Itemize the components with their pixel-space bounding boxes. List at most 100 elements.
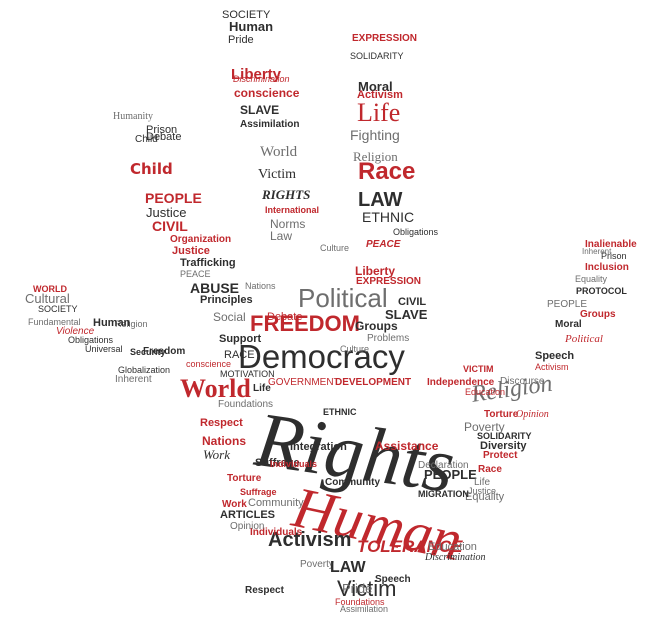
word-poverty: Poverty <box>300 559 334 570</box>
word-culture: Culture <box>320 243 350 253</box>
word-fighting: Fighting <box>350 127 400 143</box>
word-respect: Respect <box>200 417 243 429</box>
word-opinion: Opinion <box>230 521 265 532</box>
word-poverty: Poverty <box>464 420 505 434</box>
word-international: International <box>265 205 320 215</box>
word-peace: PEACE <box>366 239 401 250</box>
word-civil: CIVIL <box>398 296 427 308</box>
word-declaration: Declaration <box>418 460 469 471</box>
word-education: Education <box>465 387 506 397</box>
word-expression: EXPRESSION <box>356 276 422 287</box>
word-assistance: Assistance <box>375 439 439 453</box>
word-society: SOCIETY <box>222 9 271 21</box>
word-assimilation: Assimilation <box>240 119 300 130</box>
word-obligations: Obligations <box>68 335 114 345</box>
word-torture: Torture <box>227 473 262 484</box>
word-respect: Respect <box>245 585 284 596</box>
word-conscience: conscience <box>186 359 232 369</box>
word-independence: Independence <box>427 377 495 388</box>
word-community: Community <box>248 497 304 509</box>
word-people: PEOPLE <box>547 299 588 310</box>
word-individuals: Individuals <box>270 459 318 469</box>
word-justice: Justice <box>172 245 210 257</box>
word-humanity: Humanity <box>113 111 153 122</box>
word-liberty: Liberty <box>231 66 282 83</box>
word-development: DEVELOPMENT <box>335 377 412 388</box>
word-people: PEOPLE <box>424 467 477 482</box>
word-suffrage: Suffrage <box>240 487 277 497</box>
word-law: LAW <box>330 559 366 576</box>
word-government: GOVERNMENT <box>268 377 340 388</box>
word-society: SOCIETY <box>38 304 78 314</box>
word-justice: Justice <box>468 486 497 496</box>
word-child: Child <box>130 160 173 178</box>
word-prison: Prison <box>601 251 627 261</box>
word-slave: SLAVE <box>240 103 280 117</box>
word-education: Education <box>428 541 477 553</box>
word-prison: Prison <box>146 124 178 136</box>
word-individuals: Individuals <box>250 527 303 538</box>
word-peace: PEACE <box>180 269 211 279</box>
word-opinion: Opinion <box>516 409 549 420</box>
word-life: Life <box>357 98 401 127</box>
word-race: Race <box>478 464 502 475</box>
word-world: World <box>180 374 251 403</box>
word-solidarity: SOLIDARITY <box>350 51 404 61</box>
word-groups: Groups <box>355 319 398 333</box>
word-community: Community <box>325 477 380 488</box>
word-culture: Culture <box>340 344 370 354</box>
word-inherent: Inherent <box>582 247 612 256</box>
word-assimilation: Assimilation <box>340 604 389 614</box>
word-human: Human <box>93 317 131 329</box>
word-political: Political <box>298 283 388 313</box>
word-problems: Problems <box>367 333 410 344</box>
word-victim-caps: VICTIM <box>463 364 494 374</box>
word-solidarity: SOLIDARITY <box>477 431 532 441</box>
word-integration: Integration <box>290 441 347 453</box>
word-race-caps: RACE <box>224 349 255 361</box>
word-foundations: Foundations <box>335 597 385 607</box>
word-moral: Moral <box>358 79 393 94</box>
word-protect: Protect <box>483 450 518 461</box>
word-life: Life <box>474 477 491 488</box>
word-social: Social <box>213 310 246 324</box>
word-diversity: Diversity <box>480 440 527 452</box>
word-debate: Debate <box>146 131 182 143</box>
word-organization: Organization <box>170 234 232 245</box>
word-equality: Equality <box>465 491 505 503</box>
word-discrimination: Discrimination <box>233 74 290 84</box>
word-law: LAW <box>358 189 403 211</box>
word-norms: Norms <box>270 217 306 231</box>
word-articles: ARTICLES <box>220 509 275 521</box>
word-motivation: MOTIVATION <box>220 369 275 379</box>
word-religion: Religion <box>115 319 148 329</box>
word-migration: MIGRATION <box>418 489 469 499</box>
word-rights-small: RIGHTS <box>262 187 311 202</box>
word-abuse: ABUSE <box>190 280 240 296</box>
word-life: Life <box>253 383 271 394</box>
word-cultural: Cultural <box>25 291 70 306</box>
word-slave: SLAVE <box>385 307 428 322</box>
word-pride: Pride <box>228 34 254 46</box>
word-foundations: Foundations <box>218 399 274 410</box>
word-groups: Groups <box>580 309 616 320</box>
word-protocol: PROTOCOL <box>576 286 627 296</box>
word-liberty: Liberty <box>355 264 396 278</box>
word-ethnic: ETHNIC <box>323 407 357 417</box>
word-activism: Activism <box>268 529 352 551</box>
word-pride: Pride <box>342 581 373 596</box>
word-ethnic: ETHNIC <box>362 209 415 225</box>
word-globalization: Globalization <box>118 365 171 375</box>
word-race: Race <box>358 158 416 185</box>
word-support: Support <box>219 333 262 345</box>
word-religion: Religion <box>353 149 398 164</box>
word-freedom-small: Freedom <box>143 346 186 357</box>
word-child: Child <box>135 134 158 145</box>
word-fundamental: Fundamental <box>28 317 81 327</box>
word-work: Work <box>222 499 247 510</box>
word-nations: Nations <box>202 434 247 448</box>
word-world-small: WORLD <box>33 284 67 294</box>
word-inclusion: Inclusion <box>585 262 629 273</box>
word-victim: Victim <box>337 576 397 601</box>
word-tolerance: TOLERANCE <box>357 537 463 556</box>
